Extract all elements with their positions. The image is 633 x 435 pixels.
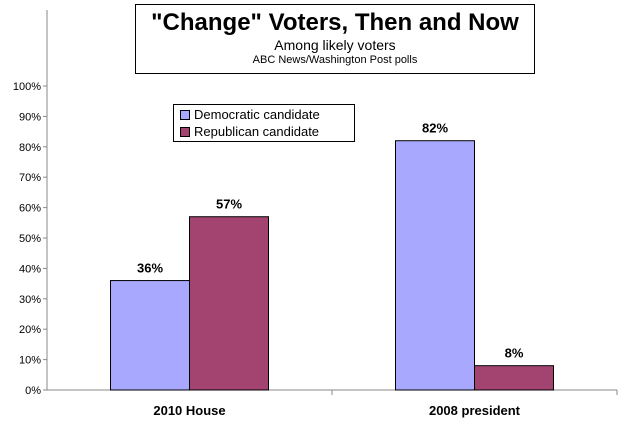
title-box: "Change" Voters, Then and Now Among like… [135, 4, 535, 74]
y-tick-label: 20% [19, 324, 41, 336]
bar-republican-1 [474, 365, 554, 391]
y-tick-label: 80% [19, 142, 41, 154]
y-tick-label: 70% [19, 172, 41, 184]
y-tick-label: 10% [19, 355, 41, 367]
y-tick-label: 60% [19, 203, 41, 215]
y-tick-label: 90% [19, 111, 41, 123]
chart-title: "Change" Voters, Then and Now [151, 9, 519, 36]
legend: Democratic candidate Republican candidat… [173, 104, 355, 142]
y-tick-label: 0% [25, 385, 41, 397]
y-tick-label: 50% [19, 233, 41, 245]
chart-source: ABC News/Washington Post polls [252, 54, 418, 66]
y-tick-label: 30% [19, 294, 41, 306]
x-category-label: 2008 president [429, 403, 521, 418]
chart-subtitle: Among likely voters [274, 37, 396, 53]
legend-swatch-republican [180, 127, 190, 137]
bar-democratic-1 [395, 140, 475, 391]
bar-republican-0 [189, 216, 269, 391]
x-category-label: 2010 House [153, 403, 225, 418]
data-label: 57% [216, 197, 242, 212]
legend-label-republican: Republican candidate [194, 124, 320, 139]
y-tick-label: 40% [19, 263, 41, 275]
y-tick-label: 100% [13, 81, 41, 93]
bar-democratic-0 [110, 280, 190, 391]
legend-swatch-democratic [180, 110, 190, 120]
data-label: 82% [422, 121, 448, 136]
legend-label-democratic: Democratic candidate [194, 107, 320, 122]
data-label: 36% [137, 261, 163, 276]
data-label: 8% [505, 346, 524, 361]
